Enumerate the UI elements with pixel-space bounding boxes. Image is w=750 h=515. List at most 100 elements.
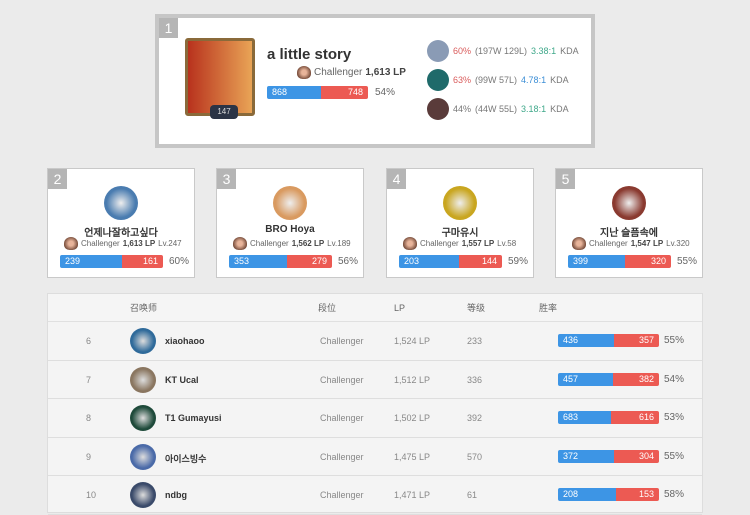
champion-stat[interactable]: 63% (99W 57L) 4.78:1 KDA [427,69,569,91]
tier: Challenger [589,239,628,248]
challenger-emblem-icon [64,237,78,250]
wins: 372 [558,449,614,463]
tier: Challenger [320,451,364,462]
winrate: 53% [664,412,685,423]
winrate: 56% [338,256,359,267]
kda-label: KDA [560,46,579,56]
summoner-name[interactable]: a little story [267,46,352,63]
champion-record: (99W 57L) [475,75,518,85]
winrate: 55% [664,450,685,462]
rank: 10 [86,490,97,500]
challenger-emblem-icon [403,237,417,250]
winrate: 59% [508,256,529,267]
ranked-card[interactable]: 5 지난 슬픔속에 Challenger 1,547 LP Lv.320 399 32… [555,168,703,278]
profile-icon [104,186,138,220]
wins: 399 [568,255,626,268]
winrate: 55% [677,256,698,267]
rank-badge: 1 [159,18,178,38]
wins: 239 [60,255,122,268]
rank: 6 [86,336,92,346]
summoner-name[interactable]: 구마유시 [441,228,479,239]
profile-icon [130,443,156,470]
wins: 457 [558,372,613,386]
challenger-emblem-icon [297,66,311,79]
losses: 320 [625,255,671,268]
ranked-card[interactable]: 3 BRO Hoya Challenger 1,562 LP Lv.189 353 2… [216,168,364,278]
champion-icon [427,69,449,91]
tier: Challenger [320,490,364,500]
losses: 161 [121,255,163,268]
profile-icon: 147 [185,38,255,119]
summoner-name[interactable]: ndbg [165,490,187,500]
table-row[interactable]: 8 T1 Gumayusi Challenger 1,502 LP 392 68… [48,399,702,438]
winrate: 55% [664,335,685,346]
champion-icon [427,98,449,120]
table-row[interactable]: 9 아이스빙수 Challenger 1,475 LP 570 372 304 55… [48,438,702,476]
tier-info: Challenger 1,613 LP [297,66,406,79]
ranked-card[interactable]: 2 언제나잘하고싶다 Challenger 1,613 LP Lv.247 239 1… [47,168,195,278]
tier-info: Challenger 1,547 LP Lv.320 [572,237,690,250]
header-level: 等级 [467,303,486,313]
winloss-bar: 868 748 [267,86,368,99]
level: Lv.247 [158,239,182,248]
table-header: 召唤师 段位 LP 等级 胜率 [48,294,702,322]
tier: Challenger [420,239,459,248]
level: 233 [467,336,483,346]
lp: 1,471 LP [394,490,431,500]
table-row[interactable]: 7 KT Ucal Challenger 1,512 LP 336 457 382… [48,361,702,399]
winrate: 58% [664,489,685,500]
summoner-name[interactable]: T1 Gumayusi [165,413,222,423]
header-tier: 段位 [318,303,337,313]
rank-badge: 2 [48,169,67,189]
lp: 1,502 LP [394,413,431,423]
champion-winrate: 63% [453,75,472,85]
winrate: 54% [375,87,396,98]
losses: 279 [286,255,332,268]
tier: Challenger [320,336,364,346]
lp: 1,512 LP [394,374,431,385]
winloss-bar: 208 153 [558,488,659,501]
rank-badge: 5 [556,169,575,189]
winloss-bar: 683 616 [558,411,659,424]
losses: 616 [611,411,659,424]
champion-stat[interactable]: 60% (197W 129L) 3.38:1 KDA [427,40,579,62]
table-row[interactable]: 6 xiaohaoo Challenger 1,524 LP 233 436 35… [48,322,702,361]
level-badge: 147 [210,105,238,119]
header-summoner: 召唤师 [130,303,158,313]
losses: 304 [613,449,659,463]
wins: 436 [558,334,614,347]
profile-icon [273,186,307,220]
champion-kda: 3.18:1 [521,104,547,114]
ranked-card[interactable]: 4 구마유시 Challenger 1,557 LP Lv.58 203 144 59% [386,168,534,278]
summoner-name[interactable]: 언제나잘하고싶다 [84,228,158,239]
profile-icon [130,366,156,393]
winloss-bar: 353 279 [229,255,332,268]
losses: 382 [613,372,659,386]
losses: 748 [321,86,368,99]
summoner-name[interactable]: 지난 슬픔속에 [600,228,658,239]
summoner-name[interactable]: xiaohaoo [165,336,205,346]
summoner-name[interactable]: KT Ucal [165,374,199,385]
losses: 357 [613,334,659,347]
profile-icon [130,328,156,354]
summoner-name[interactable]: 아이스빙수 [165,453,207,464]
champion-stat[interactable]: 44% (44W 55L) 3.18:1 KDA [427,98,569,120]
level: Lv.320 [666,239,690,248]
lp: 1,613 LP [365,67,406,78]
top-ranked-card[interactable]: 1 147 a little story Challenger 1,613 LP… [155,14,595,148]
header-winrate: 胜率 [539,303,558,313]
tier: Challenger [81,239,120,248]
tier: Challenger [320,374,364,385]
wins: 868 [267,86,322,99]
header-lp: LP [394,302,406,313]
table-row[interactable]: 10 ndbg Challenger 1,471 LP 61 208 153 58% [48,476,702,515]
tier-info: Challenger 1,562 LP Lv.189 [233,237,351,250]
lp: 1,524 LP [394,336,431,346]
winloss-bar: 436 357 [558,334,659,347]
tier-info: Challenger 1,557 LP Lv.58 [403,237,516,250]
summoner-name[interactable]: BRO Hoya [265,224,315,235]
challenger-emblem-icon [233,237,247,250]
profile-icon [443,186,477,220]
champion-record: (44W 55L) [475,104,518,114]
level: 570 [467,451,483,462]
